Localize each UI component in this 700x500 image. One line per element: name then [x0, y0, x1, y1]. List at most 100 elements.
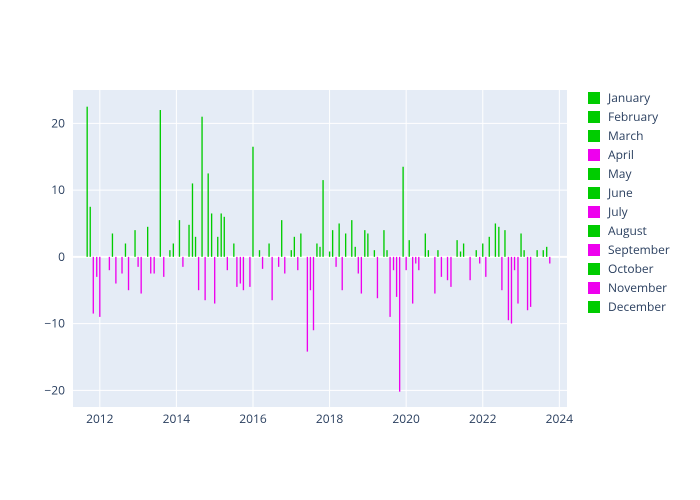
bar: [386, 250, 387, 257]
bar: [96, 257, 97, 277]
bar: [418, 257, 419, 270]
bar: [208, 173, 209, 256]
legend-item[interactable]: May: [588, 164, 692, 183]
legend-swatch: [588, 149, 600, 161]
legend-swatch: [588, 282, 600, 294]
bar: [307, 257, 308, 352]
bar: [195, 237, 196, 257]
legend-item[interactable]: August: [588, 221, 692, 240]
bar: [211, 213, 212, 256]
bar: [204, 257, 205, 300]
bar: [243, 257, 244, 290]
bar: [523, 250, 524, 257]
bar: [86, 107, 87, 257]
legend-swatch: [588, 92, 600, 104]
bar: [504, 230, 505, 257]
legend-item[interactable]: July: [588, 202, 692, 221]
bar: [150, 257, 151, 274]
bar: [112, 233, 113, 256]
bar: [498, 227, 499, 257]
legend-item[interactable]: April: [588, 145, 692, 164]
bar: [428, 250, 429, 257]
legend-item[interactable]: October: [588, 259, 692, 278]
bar: [434, 257, 435, 294]
legend-item[interactable]: June: [588, 183, 692, 202]
bar: [374, 250, 375, 257]
y-tick-label: 0: [58, 248, 65, 265]
x-tick-label: 2016: [239, 410, 267, 427]
legend-swatch: [588, 244, 600, 256]
bar: [319, 247, 320, 257]
bar: [479, 257, 480, 264]
bar: [543, 250, 544, 257]
bar: [128, 257, 129, 290]
bar: [233, 243, 234, 256]
bar: [441, 257, 442, 277]
bar: [278, 257, 279, 267]
legend-item[interactable]: February: [588, 107, 692, 126]
legend-label: September: [608, 241, 670, 258]
legend-label: July: [608, 203, 628, 220]
bar: [134, 230, 135, 257]
bar: [485, 257, 486, 277]
legend-swatch: [588, 187, 600, 199]
bar: [316, 243, 317, 256]
bar: [514, 257, 515, 270]
bar: [364, 230, 365, 257]
bar: [396, 257, 397, 297]
legend-swatch: [588, 206, 600, 218]
bar: [125, 243, 126, 256]
legend: JanuaryFebruaryMarchAprilMayJuneJuly Augu…: [588, 88, 692, 316]
bar: [530, 257, 531, 307]
bar: [460, 252, 461, 257]
legend-item[interactable]: November: [588, 278, 692, 297]
bar: [377, 257, 378, 298]
bar: [121, 257, 122, 274]
bar: [501, 257, 502, 290]
bar: [508, 257, 509, 320]
legend-label: December: [608, 298, 666, 315]
legend-label: January: [608, 89, 650, 106]
legend-item[interactable]: January: [588, 88, 692, 107]
x-tick-label: 2012: [86, 410, 114, 427]
bar: [294, 237, 295, 257]
legend-item[interactable]: March: [588, 126, 692, 145]
bar: [154, 257, 155, 274]
legend-swatch: [588, 111, 600, 123]
bar: [217, 237, 218, 257]
bar: [297, 257, 298, 270]
bar: [332, 230, 333, 257]
bar: [412, 257, 413, 304]
bar: [345, 233, 346, 256]
bar: [335, 257, 336, 267]
bar: [300, 233, 301, 256]
bar: [495, 223, 496, 256]
bar: [367, 233, 368, 256]
bar: [93, 257, 94, 314]
bar: [284, 257, 285, 274]
bar: [329, 252, 330, 257]
legend-item[interactable]: December: [588, 297, 692, 316]
bar: [546, 247, 547, 257]
legend-label: August: [608, 222, 647, 239]
x-tick-label: 2014: [163, 410, 191, 427]
bar: [182, 257, 183, 267]
bar: [252, 147, 253, 257]
legend-item[interactable]: September: [588, 240, 692, 259]
bar: [188, 225, 189, 257]
y-tick-label: −20: [44, 381, 65, 398]
bar: [489, 237, 490, 257]
bar: [517, 257, 518, 304]
bar: [358, 257, 359, 274]
bar: [450, 257, 451, 287]
bar: [361, 257, 362, 294]
bar: [240, 257, 241, 284]
legend-swatch: [588, 225, 600, 237]
bar: [469, 257, 470, 280]
bar: [313, 257, 314, 330]
bar: [425, 233, 426, 256]
bar: [415, 257, 416, 264]
bar: [163, 257, 164, 277]
legend-label: March: [608, 127, 643, 144]
legend-label: October: [608, 260, 654, 277]
